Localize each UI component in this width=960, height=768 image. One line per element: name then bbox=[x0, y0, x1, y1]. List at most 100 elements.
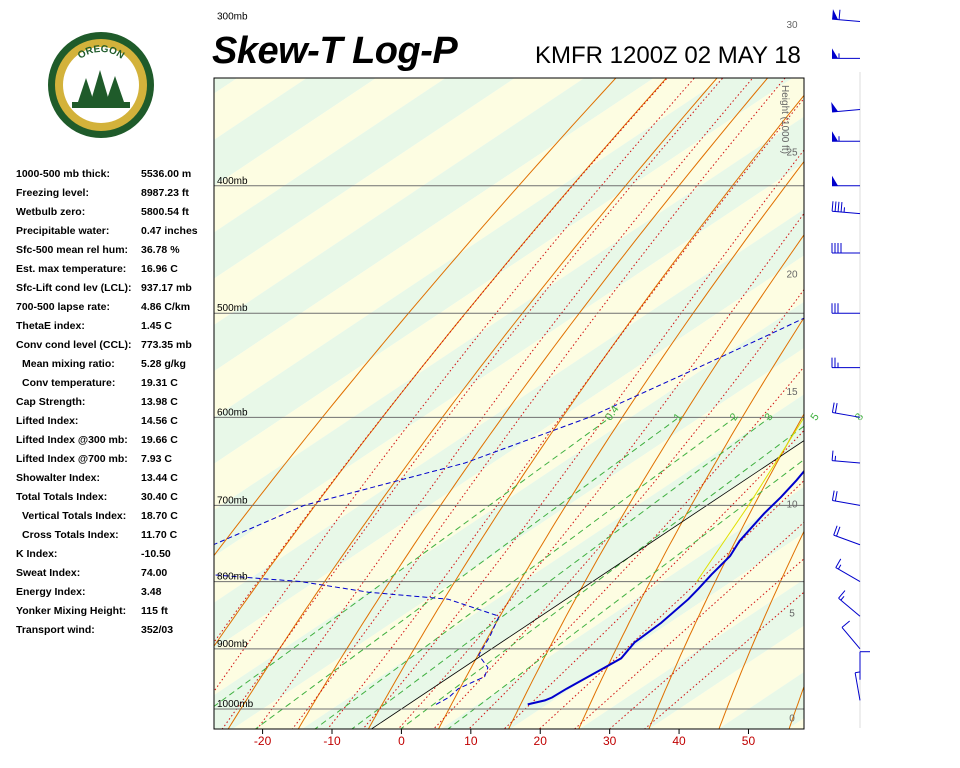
pressure-label: 500mb bbox=[217, 303, 248, 314]
wind-barb-flag bbox=[841, 620, 850, 628]
index-row: Freezing level: 8987.23 ft bbox=[16, 187, 216, 206]
index-row: Cap Strength: 13.98 C bbox=[16, 396, 216, 415]
x-tick-label: 0 bbox=[398, 734, 405, 748]
x-tick-label: 20 bbox=[534, 734, 548, 748]
index-value: 352/03 bbox=[141, 624, 174, 636]
dry-adiabat bbox=[718, 530, 804, 729]
wind-barb-flag bbox=[831, 402, 835, 413]
mixing-ratio-line bbox=[447, 459, 804, 729]
temperature-band bbox=[718, 671, 804, 729]
mixing-ratio-line bbox=[254, 416, 680, 729]
plot-area bbox=[214, 0, 960, 742]
moist-adiabat bbox=[291, 78, 786, 729]
wind-barb bbox=[831, 303, 860, 314]
mixing-ratio-line bbox=[314, 416, 736, 729]
wind-barb-staff bbox=[833, 534, 861, 546]
wind-barb-staff bbox=[832, 210, 861, 215]
temperature-band bbox=[214, 209, 804, 649]
index-row: Sfc-500 mean rel hum: 36.78 % bbox=[16, 244, 216, 263]
height-axis-title: Height (1000 ft) bbox=[779, 85, 790, 154]
index-label: Vertical Totals Index: bbox=[22, 510, 127, 522]
wind-barb bbox=[831, 201, 861, 215]
index-label: Cross Totals Index: bbox=[22, 529, 119, 541]
index-value: 1.45 C bbox=[141, 320, 172, 332]
dry-adiabat bbox=[297, 78, 769, 729]
wind-barb-pennant bbox=[832, 175, 838, 186]
index-value: 115 ft bbox=[141, 605, 168, 617]
index-row: Energy Index: 3.48 bbox=[16, 586, 216, 605]
wind-barb-flag bbox=[838, 590, 846, 599]
wind-barb-half-flag bbox=[840, 595, 845, 601]
wind-barb bbox=[838, 590, 861, 617]
mixing-ratio-line bbox=[399, 425, 804, 729]
pressure-label: 400mb bbox=[217, 176, 248, 187]
index-value: 18.70 C bbox=[141, 510, 178, 522]
x-tick-label: 30 bbox=[603, 734, 617, 748]
index-value: 8987.23 ft bbox=[141, 187, 189, 199]
wind-barb-half-flag bbox=[855, 671, 861, 674]
index-label: Mean mixing ratio: bbox=[22, 358, 115, 370]
wind-barb-flag bbox=[835, 558, 842, 568]
wind-barb-staff bbox=[832, 109, 861, 113]
index-value: 5.28 g/kg bbox=[141, 358, 186, 370]
temperature-band bbox=[837, 0, 960, 742]
index-row: Transport wind: 352/03 bbox=[16, 624, 216, 643]
index-label: Sfc-Lift cond lev (LCL): bbox=[16, 282, 132, 294]
dry-adiabat bbox=[508, 234, 804, 729]
index-row: Vertical Totals Index: 18.70 C bbox=[16, 510, 216, 529]
index-label: Conv temperature: bbox=[22, 377, 116, 389]
stability-indices-list: 1000-500 mb thick: 5536.00 m Freezing leve… bbox=[16, 168, 216, 643]
index-label: Est. max temperature: bbox=[16, 263, 127, 275]
temperature-band bbox=[579, 579, 804, 729]
index-row: Cross Totals Index: 11.70 C bbox=[16, 529, 216, 548]
index-value: 773.35 mb bbox=[141, 339, 192, 351]
x-tick-label: 50 bbox=[742, 734, 756, 748]
index-row: Showalter Index: 13.44 C bbox=[16, 472, 216, 491]
index-row: Precipitable water: 0.47 inches bbox=[16, 225, 216, 244]
moist-adiabat bbox=[432, 288, 804, 729]
mixing-ratio-line bbox=[351, 416, 771, 729]
wind-barb-staff bbox=[854, 672, 861, 701]
temperature-band bbox=[214, 78, 446, 233]
index-label: Conv cond level (CCL): bbox=[16, 339, 132, 351]
wind-barb bbox=[831, 357, 860, 369]
height-tick-label: 0 bbox=[789, 714, 795, 725]
index-label: K Index: bbox=[16, 548, 58, 560]
index-row: K Index: -10.50 bbox=[16, 548, 216, 567]
wind-barb-pennant bbox=[832, 9, 839, 20]
index-label: 700-500 lapse rate: bbox=[16, 301, 110, 313]
dry-adiabat bbox=[648, 413, 804, 729]
wind-barb bbox=[832, 48, 860, 59]
index-row: Lifted Index @700 mb: 7.93 C bbox=[16, 453, 216, 472]
page-title: Skew-T Log-P bbox=[212, 30, 458, 72]
wind-barb-flag bbox=[831, 450, 834, 461]
index-value: 4.86 C/km bbox=[141, 301, 191, 313]
height-tick-label: 10 bbox=[786, 500, 798, 511]
index-label: Sweat Index: bbox=[16, 567, 81, 579]
index-row: 700-500 lapse rate: 4.86 C/km bbox=[16, 301, 216, 320]
index-row: Conv temperature: 19.31 C bbox=[16, 377, 216, 396]
index-value: 16.96 C bbox=[141, 263, 178, 275]
temperature-band bbox=[214, 78, 585, 325]
index-value: 19.66 C bbox=[141, 434, 178, 446]
height-tick-label: 15 bbox=[786, 387, 798, 398]
index-label: Yonker Mixing Height: bbox=[16, 605, 127, 617]
index-row: Est. max temperature: 16.96 C bbox=[16, 263, 216, 282]
index-row: Conv cond level (CCL): 773.35 mb bbox=[16, 339, 216, 358]
wind-barb-staff bbox=[832, 499, 861, 506]
index-row: 1000-500 mb thick: 5536.00 m bbox=[16, 168, 216, 187]
svg-text:OREGON: OREGON bbox=[76, 44, 126, 62]
temperature-band bbox=[214, 301, 804, 729]
moist-adiabat bbox=[214, 78, 668, 644]
index-value: 36.78 % bbox=[141, 244, 180, 256]
index-row: Yonker Mixing Height: 115 ft bbox=[16, 605, 216, 624]
index-label: Sfc-500 mean rel hum: bbox=[16, 244, 129, 256]
mixing-ratio-line bbox=[214, 416, 611, 707]
index-value: 13.44 C bbox=[141, 472, 178, 484]
height-tick-label: 25 bbox=[786, 147, 798, 158]
wind-barb bbox=[832, 9, 861, 23]
index-value: 11.70 C bbox=[141, 529, 178, 541]
temperature-band bbox=[649, 625, 804, 729]
index-label: ThetaE index: bbox=[16, 320, 85, 332]
wind-barb-flag bbox=[834, 403, 838, 414]
